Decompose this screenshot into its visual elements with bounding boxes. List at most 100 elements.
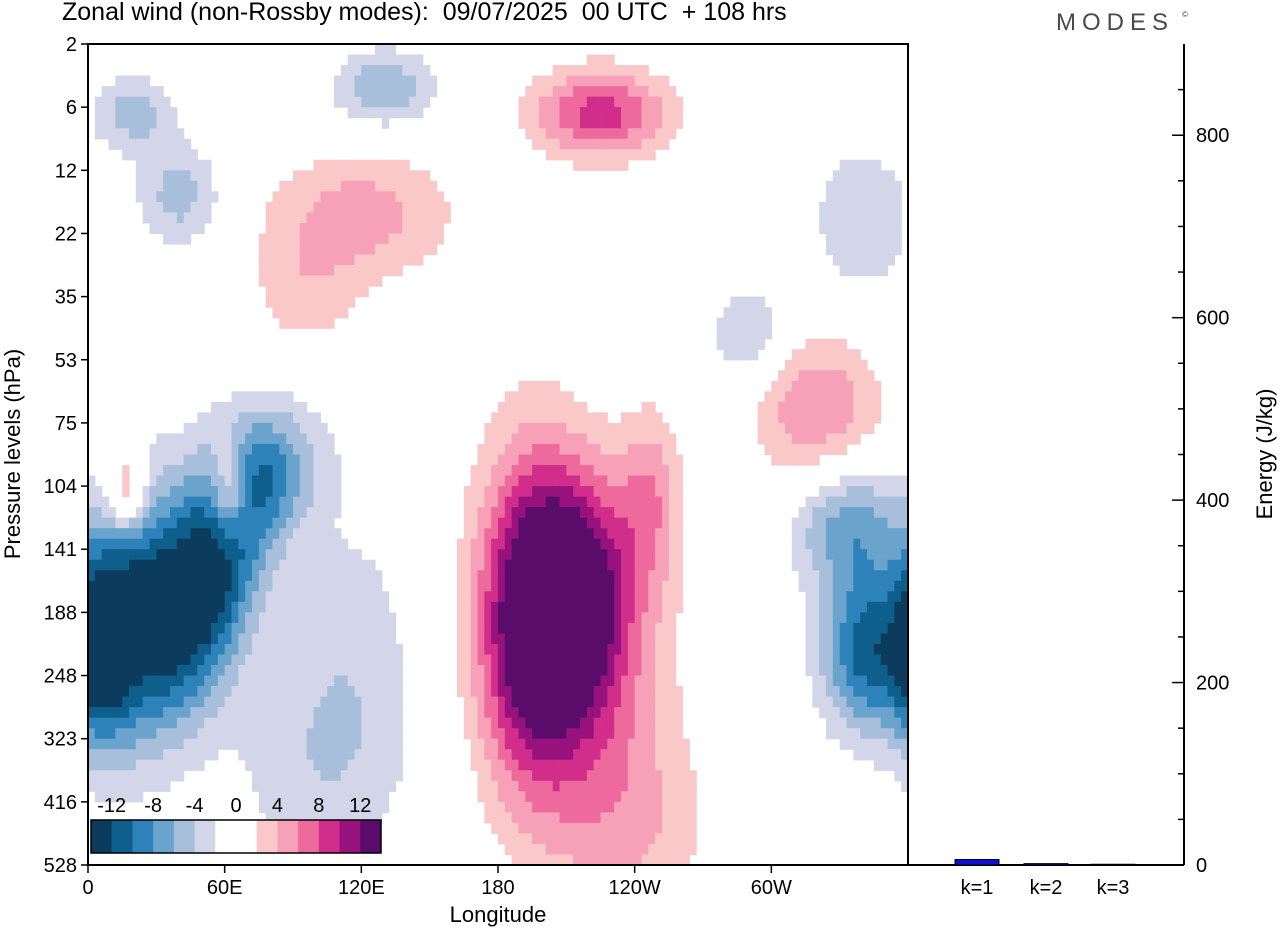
heatmap-cell: [306, 443, 315, 456]
heatmap-cell: [860, 212, 868, 224]
heatmap-cell: [388, 770, 397, 782]
heatmap-cell: [826, 538, 834, 550]
heatmap-cell: [170, 622, 178, 635]
heatmap-cell: [368, 812, 376, 824]
heatmap-cell: [238, 580, 246, 592]
heatmap-cell: [204, 728, 212, 740]
heatmap-cell: [224, 433, 233, 445]
heatmap-cell: [156, 570, 164, 582]
heatmap-cell: [566, 433, 574, 445]
heatmap-cell: [539, 507, 547, 519]
heatmap-cell: [675, 854, 684, 866]
heatmap-cell: [634, 601, 643, 613]
heatmap-cell: [867, 486, 875, 498]
heatmap-cell: [368, 696, 376, 708]
heatmap-cell: [600, 128, 608, 140]
heatmap-cell: [580, 465, 588, 477]
heatmap-cell: [532, 843, 540, 856]
heatmap-cell: [641, 475, 649, 487]
heatmap-cell: [258, 728, 267, 740]
heatmap-cell: [525, 622, 533, 635]
heatmap-cell: [265, 422, 274, 435]
heatmap-cell: [129, 738, 137, 750]
heatmap-cell: [183, 538, 192, 550]
heatmap-cell: [265, 254, 274, 266]
heatmap-cell: [115, 686, 123, 698]
heatmap-cell: [600, 433, 608, 445]
heatmap-cell: [293, 696, 301, 708]
heatmap-cell: [826, 391, 834, 403]
heatmap-cell: [183, 465, 192, 477]
heatmap-cell: [593, 549, 602, 561]
heatmap-cell: [170, 454, 178, 466]
heatmap-cell: [135, 507, 144, 519]
heatmap-cell: [443, 212, 451, 224]
heatmap-cell: [265, 486, 274, 498]
heatmap-cell: [402, 96, 410, 108]
heatmap-cell: [532, 854, 540, 866]
heatmap-cell: [798, 559, 807, 571]
heatmap-cell: [272, 286, 280, 298]
heatmap-cell: [149, 454, 157, 466]
heatmap-cell: [607, 570, 615, 582]
heatmap-cell: [826, 496, 834, 508]
heatmap-cell: [491, 570, 499, 582]
heatmap-cell: [853, 643, 861, 656]
heatmap-cell: [129, 654, 137, 666]
heatmap-cell: [593, 117, 602, 129]
heatmap-cell: [149, 591, 157, 603]
heatmap-cell: [299, 243, 308, 256]
heatmap-cell: [156, 528, 164, 540]
heatmap-cell: [880, 265, 889, 277]
heatmap-cell: [340, 222, 349, 235]
heatmap-cell: [402, 75, 410, 87]
heatmap-cell: [627, 749, 636, 761]
heatmap-cell: [614, 75, 622, 87]
heatmap-cell: [573, 75, 581, 87]
heatmap-cell: [163, 107, 171, 119]
heatmap-cell: [279, 201, 287, 214]
heatmap-cell: [860, 654, 868, 666]
heatmap-cell: [272, 517, 280, 529]
heatmap-cell: [224, 538, 233, 550]
heatmap-cell: [409, 65, 417, 77]
heatmap-cell: [668, 517, 677, 529]
heatmap-cell: [381, 738, 390, 750]
heatmap-cell: [655, 128, 663, 140]
heatmap-cell: [327, 717, 335, 729]
heatmap-cell: [812, 528, 820, 540]
heatmap-cell: [340, 570, 349, 582]
heatmap-cell: [258, 422, 267, 435]
heatmap-cell: [491, 528, 499, 540]
heatmap-cell: [586, 507, 595, 519]
heatmap-cell: [477, 696, 485, 708]
heatmap-cell: [245, 570, 253, 582]
heatmap-cell: [586, 601, 595, 613]
heatmap-cell: [156, 475, 164, 487]
heatmap-cell: [545, 559, 554, 571]
heatmap-cell: [771, 454, 779, 466]
heatmap-cell: [621, 738, 629, 750]
heatmap-cell: [586, 486, 595, 498]
heatmap-cell: [354, 612, 362, 624]
heatmap-cell: [320, 422, 328, 435]
heatmap-cell: [539, 528, 547, 540]
heatmap-cell: [586, 759, 595, 771]
heatmap-cell: [593, 612, 602, 624]
heatmap-cell: [641, 686, 649, 698]
heatmap-cell: [94, 770, 103, 782]
heatmap-cell: [463, 696, 472, 708]
heatmap-cell: [573, 559, 581, 571]
heatmap-cell: [641, 517, 649, 529]
heatmap-cell: [368, 191, 376, 203]
heatmap-cell: [347, 580, 356, 592]
heatmap-cell: [648, 738, 656, 750]
heatmap-cell: [265, 643, 274, 656]
heatmap-cell: [299, 401, 308, 413]
heatmap-cell: [532, 643, 540, 656]
heatmap-cell: [860, 233, 868, 245]
heatmap-cell: [504, 591, 513, 603]
heatmap-cell: [293, 707, 301, 719]
heatmap-cell: [231, 580, 239, 592]
heatmap-cell: [258, 686, 267, 698]
